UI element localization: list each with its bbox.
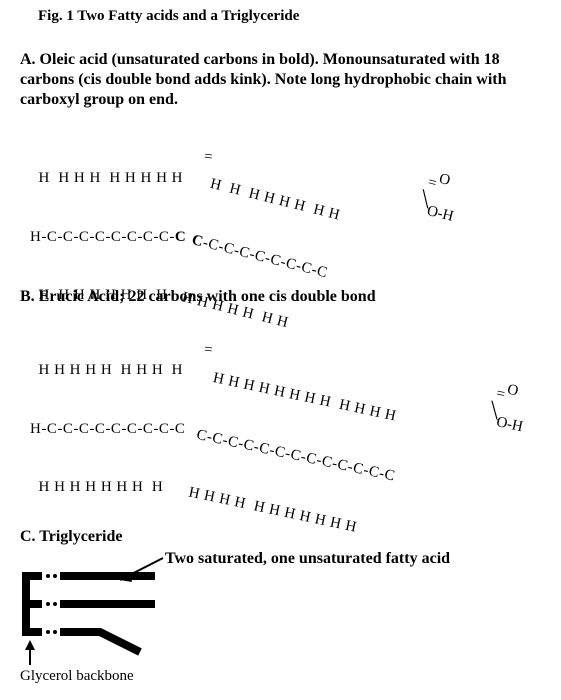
ester-bonds (46, 574, 57, 634)
glycerol-backbone (22, 572, 42, 636)
fatty-acid-chains (60, 576, 155, 652)
page: Fig. 1 Two Fatty acids and a Triglycerid… (0, 0, 561, 700)
arrow-to-backbone (25, 640, 35, 665)
triglyceride-diagram (0, 0, 561, 700)
